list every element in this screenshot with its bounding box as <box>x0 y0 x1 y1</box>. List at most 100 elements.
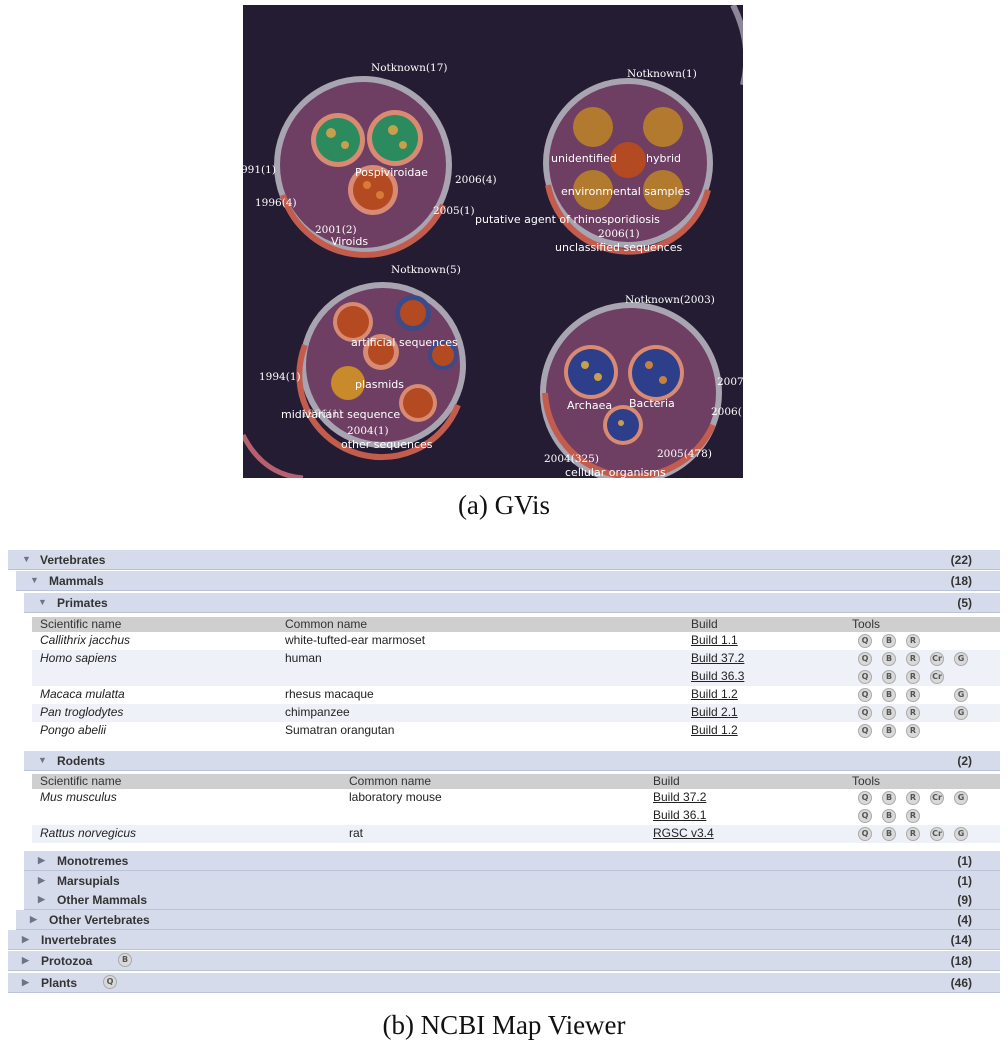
search-tool-icon[interactable]: Q <box>858 652 872 666</box>
cluster-unclassified: Notknown(1) unidentified hybrid environm… <box>475 68 713 255</box>
cluster2-label-3: putative agent of rhinosporidiosis <box>475 213 660 226</box>
refseq-tool-icon[interactable]: R <box>906 688 920 702</box>
genome-tool-icon[interactable]: G <box>954 652 968 666</box>
refseq-tool-icon[interactable]: R <box>906 670 920 684</box>
header-scientific-name: Scientific name <box>40 774 122 788</box>
group-protozoa[interactable]: ▶ Protozoa B (18) <box>8 951 1000 971</box>
search-tool-icon[interactable]: Q <box>858 827 872 841</box>
group-count: (4) <box>957 913 972 927</box>
blast-tool-icon[interactable]: B <box>882 652 896 666</box>
collapsed-triangle-icon[interactable]: ▶ <box>22 977 29 987</box>
genome-tool-icon[interactable]: G <box>954 791 968 805</box>
refseq-tool-icon[interactable]: R <box>906 724 920 738</box>
genome-tool-icon[interactable]: G <box>954 827 968 841</box>
clone-tool-icon[interactable]: Cr <box>930 791 944 805</box>
group-marsupials[interactable]: ▶ Marsupials (1) <box>24 871 1000 891</box>
build-link[interactable]: Build 2.1 <box>691 705 738 719</box>
refseq-tool-icon[interactable]: R <box>906 652 920 666</box>
scientific-name: Macaca mulatta <box>40 687 125 701</box>
clone-tool-icon[interactable]: Cr <box>930 670 944 684</box>
search-tool-icon[interactable]: Q <box>858 706 872 720</box>
blast-tool-icon[interactable]: B <box>882 809 896 823</box>
search-tool-icon[interactable]: Q <box>858 688 872 702</box>
group-label: Monotremes <box>57 854 129 868</box>
build-link[interactable]: Build 37.2 <box>653 790 707 804</box>
genome-tool-icon[interactable]: G <box>954 688 968 702</box>
collapsed-triangle-icon[interactable]: ▶ <box>22 934 29 944</box>
cluster4-label-4: 2004(325) <box>544 453 599 465</box>
search-tool-icon[interactable]: Q <box>858 670 872 684</box>
table-row: Rattus norvegicus rat RGSC v3.4 Q B R Cr G <box>32 825 1000 843</box>
refseq-tool-icon[interactable]: R <box>906 634 920 648</box>
blast-tool-icon[interactable]: B <box>882 791 896 805</box>
table-row: Callithrix jacchus white-tufted-ear marmo… <box>32 632 1000 650</box>
group-other-vertebrates[interactable]: ▶ Other Vertebrates (4) <box>16 910 1000 930</box>
build-link[interactable]: RGSC v3.4 <box>653 826 714 840</box>
cluster4-label-6: cellular organisms <box>565 466 666 478</box>
refseq-tool-icon[interactable]: R <box>906 827 920 841</box>
build-link[interactable]: Build 1.2 <box>691 687 738 701</box>
search-tool-icon[interactable]: Q <box>858 724 872 738</box>
common-name: laboratory mouse <box>349 790 442 804</box>
header-tools: Tools <box>852 774 881 788</box>
header-scientific-name: Scientific name <box>40 617 122 631</box>
group-other-mammals[interactable]: ▶ Other Mammals (9) <box>24 890 1000 910</box>
blast-tool-icon[interactable]: B <box>882 706 896 720</box>
cluster-viroids: Notknown(17) 991(1) 1996(4) 2001(2) 2006… <box>243 62 497 258</box>
cluster1-label-5: Pospiviroidae <box>355 166 428 179</box>
search-tool-icon[interactable]: Q <box>858 634 872 648</box>
blast-tool-icon[interactable]: B <box>882 688 896 702</box>
collapsed-triangle-icon[interactable]: ▶ <box>38 875 45 885</box>
search-tool-icon[interactable]: Q <box>858 791 872 805</box>
gvis-visualization: Notknown(17) 991(1) 1996(4) 2001(2) 2006… <box>243 5 743 478</box>
group-count: (2) <box>957 754 972 768</box>
cluster2-top-label: Notknown(1) <box>627 68 697 80</box>
common-name: chimpanzee <box>285 705 350 719</box>
refseq-tool-icon[interactable]: R <box>906 791 920 805</box>
blast-tool-icon[interactable]: B <box>882 724 896 738</box>
blast-tool-icon[interactable]: B <box>882 827 896 841</box>
group-count: (22) <box>950 553 972 567</box>
group-label: Vertebrates <box>40 553 106 567</box>
table-row: Mus musculus laboratory mouse Build 37.2 Q B… <box>32 789 1000 825</box>
clone-tool-icon[interactable]: Cr <box>930 652 944 666</box>
group-mammals[interactable]: ▼ Mammals (18) <box>16 571 1000 591</box>
blast-tool-icon[interactable]: B <box>118 953 132 967</box>
header-tools: Tools <box>852 617 881 631</box>
cluster3-label-5: other sequences <box>341 438 433 451</box>
build-link[interactable]: Build 1.1 <box>691 633 738 647</box>
scientific-name: Mus musculus <box>40 790 117 804</box>
group-label: Marsupials <box>57 874 120 888</box>
group-invertebrates[interactable]: ▶ Invertebrates (14) <box>8 930 1000 950</box>
genome-tool-icon[interactable]: G <box>954 706 968 720</box>
collapsed-triangle-icon[interactable]: ▶ <box>38 894 45 904</box>
search-tool-icon[interactable]: Q <box>858 809 872 823</box>
refseq-tool-icon[interactable]: R <box>906 809 920 823</box>
blast-tool-icon[interactable]: B <box>882 670 896 684</box>
build-link[interactable]: Build 37.2 <box>691 651 745 665</box>
build-link[interactable]: Build 36.1 <box>653 808 707 822</box>
collapsed-triangle-icon[interactable]: ▶ <box>38 855 45 865</box>
refseq-tool-icon[interactable]: R <box>906 706 920 720</box>
group-rodents[interactable]: ▼ Rodents (2) <box>24 751 1000 771</box>
cluster4-label-3: 2006( <box>711 406 742 418</box>
group-count: (1) <box>957 874 972 888</box>
expanded-triangle-icon[interactable]: ▼ <box>30 575 39 585</box>
group-vertebrates[interactable]: ▼ Vertebrates (22) <box>8 550 1000 570</box>
expanded-triangle-icon[interactable]: ▼ <box>38 597 47 607</box>
group-plants[interactable]: ▶ Plants Q (46) <box>8 973 1000 993</box>
expanded-triangle-icon[interactable]: ▼ <box>38 755 47 765</box>
group-count: (14) <box>950 933 972 947</box>
header-common-name: Common name <box>285 617 368 631</box>
build-link[interactable]: Build 1.2 <box>691 723 738 737</box>
group-monotremes[interactable]: ▶ Monotremes (1) <box>24 851 1000 871</box>
collapsed-triangle-icon[interactable]: ▶ <box>22 955 29 965</box>
collapsed-triangle-icon[interactable]: ▶ <box>30 914 37 924</box>
build-link[interactable]: Build 36.3 <box>691 669 745 683</box>
group-primates[interactable]: ▼ Primates (5) <box>24 593 1000 613</box>
expanded-triangle-icon[interactable]: ▼ <box>22 554 31 564</box>
clone-tool-icon[interactable]: Cr <box>930 827 944 841</box>
scientific-name: Homo sapiens <box>40 651 117 665</box>
search-tool-icon[interactable]: Q <box>103 975 117 989</box>
blast-tool-icon[interactable]: B <box>882 634 896 648</box>
